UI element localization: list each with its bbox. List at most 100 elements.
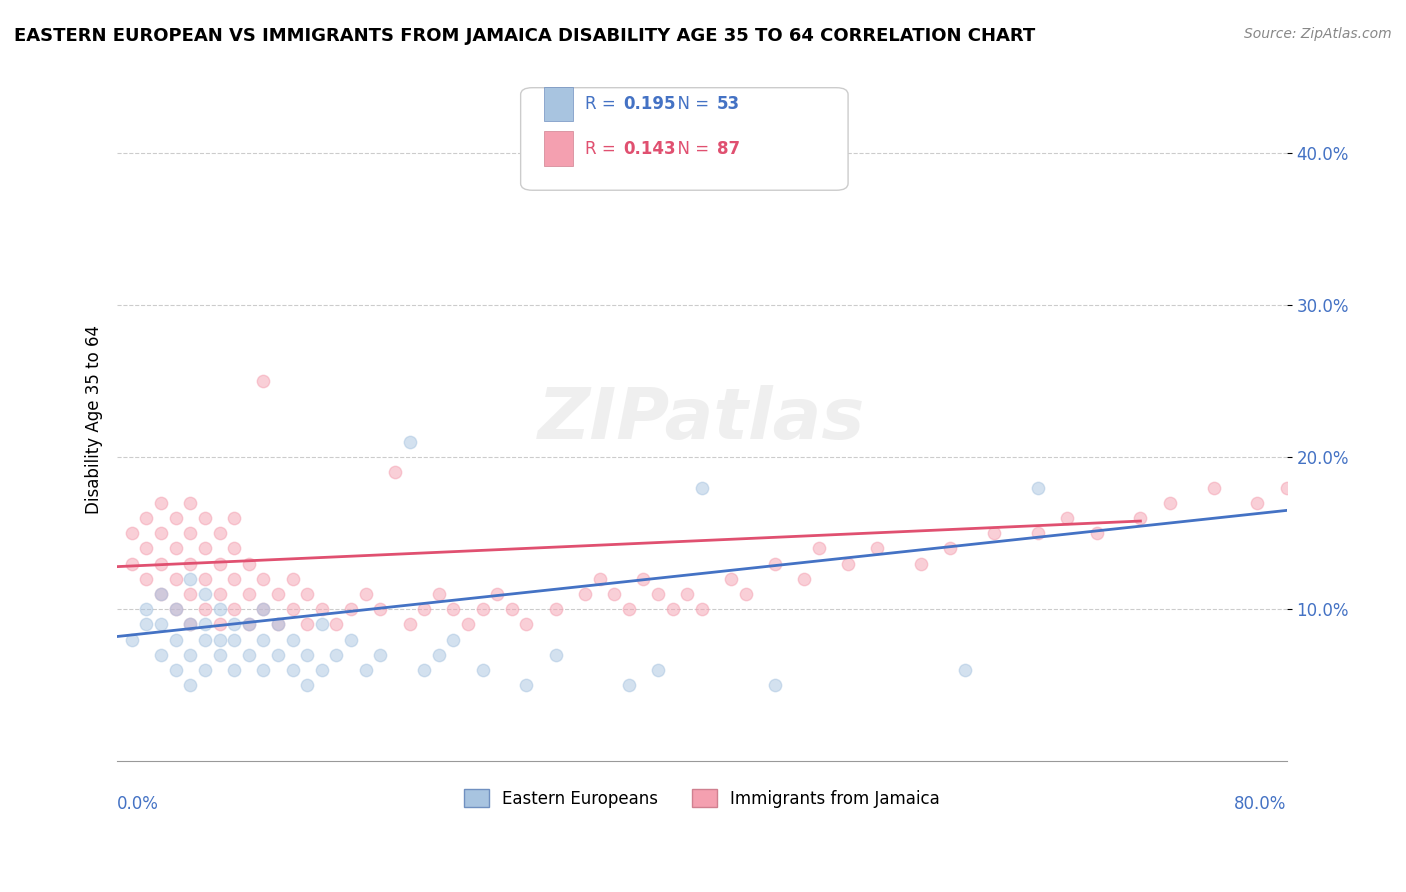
Point: [690, 602, 713, 616]
Point: [252, 602, 274, 616]
Point: [165, 511, 187, 525]
Point: [354, 587, 377, 601]
Point: [763, 557, 786, 571]
Point: [208, 602, 231, 616]
Point: [179, 617, 201, 632]
Point: [165, 663, 187, 677]
Point: [501, 602, 523, 616]
Point: [194, 541, 217, 556]
Point: [267, 648, 290, 662]
Point: [165, 602, 187, 616]
Text: Source: ZipAtlas.com: Source: ZipAtlas.com: [1244, 27, 1392, 41]
Point: [150, 617, 173, 632]
Point: [208, 632, 231, 647]
Point: [1202, 481, 1225, 495]
Point: [165, 572, 187, 586]
Point: [224, 632, 246, 647]
Point: [194, 572, 217, 586]
Point: [238, 617, 260, 632]
Point: [267, 617, 290, 632]
Point: [807, 541, 830, 556]
Point: [311, 602, 333, 616]
Point: [224, 572, 246, 586]
Point: [179, 557, 201, 571]
Point: [165, 541, 187, 556]
Point: [208, 557, 231, 571]
Point: [150, 648, 173, 662]
Point: [441, 602, 464, 616]
Text: 0.195: 0.195: [623, 95, 676, 113]
Point: [1129, 511, 1152, 525]
Point: [208, 587, 231, 601]
Point: [368, 648, 391, 662]
Point: [1275, 481, 1298, 495]
Point: [311, 663, 333, 677]
Text: ZIPatlas: ZIPatlas: [538, 384, 866, 454]
Point: [515, 678, 537, 692]
Point: [1348, 481, 1371, 495]
Point: [252, 572, 274, 586]
Point: [297, 648, 319, 662]
Point: [910, 557, 932, 571]
Point: [1026, 481, 1049, 495]
Point: [603, 587, 626, 601]
Point: [588, 572, 610, 586]
Point: [194, 602, 217, 616]
Text: N =: N =: [666, 95, 714, 113]
Point: [179, 572, 201, 586]
Point: [194, 663, 217, 677]
Point: [179, 587, 201, 601]
Point: [983, 526, 1005, 541]
Point: [427, 587, 450, 601]
Point: [441, 632, 464, 647]
Point: [647, 587, 669, 601]
Point: [1026, 526, 1049, 541]
Point: [515, 617, 537, 632]
Point: [179, 648, 201, 662]
Point: [224, 541, 246, 556]
Point: [238, 617, 260, 632]
Point: [690, 481, 713, 495]
Point: [647, 663, 669, 677]
Point: [471, 602, 494, 616]
Point: [194, 587, 217, 601]
Point: [486, 587, 509, 601]
Point: [574, 587, 596, 601]
Text: 87: 87: [717, 139, 740, 158]
Y-axis label: Disability Age 35 to 64: Disability Age 35 to 64: [86, 325, 103, 514]
Legend: Eastern Europeans, Immigrants from Jamaica: Eastern Europeans, Immigrants from Jamai…: [457, 783, 946, 814]
Point: [194, 617, 217, 632]
Point: [179, 617, 201, 632]
Text: 53: 53: [717, 95, 740, 113]
Point: [661, 602, 683, 616]
Point: [224, 617, 246, 632]
Point: [252, 663, 274, 677]
Point: [837, 557, 859, 571]
Point: [1246, 496, 1268, 510]
Point: [135, 511, 157, 525]
Point: [676, 587, 699, 601]
Text: R =: R =: [585, 95, 621, 113]
Point: [1056, 511, 1078, 525]
Point: [398, 617, 420, 632]
Point: [297, 678, 319, 692]
Text: N =: N =: [666, 139, 714, 158]
Point: [1085, 526, 1108, 541]
Point: [150, 587, 173, 601]
Point: [368, 602, 391, 616]
Point: [413, 663, 436, 677]
Point: [121, 632, 143, 647]
Point: [238, 587, 260, 601]
Text: 0.143: 0.143: [623, 139, 676, 158]
Point: [208, 648, 231, 662]
Point: [297, 617, 319, 632]
Point: [734, 587, 756, 601]
Point: [1305, 496, 1327, 510]
Point: [135, 617, 157, 632]
Point: [224, 511, 246, 525]
Point: [150, 496, 173, 510]
Point: [252, 374, 274, 388]
Point: [325, 648, 347, 662]
Point: [281, 572, 304, 586]
Point: [763, 678, 786, 692]
